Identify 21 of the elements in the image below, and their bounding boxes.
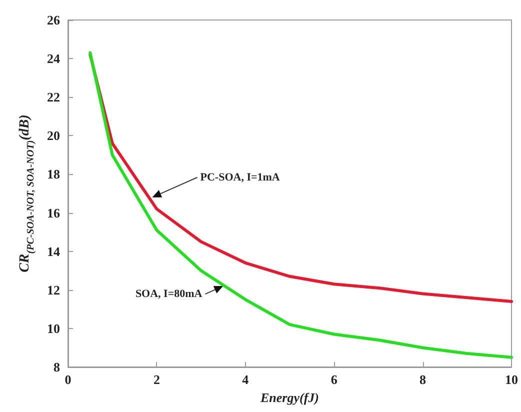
y-tick-label: 24 <box>47 51 60 66</box>
x-tick-label: 10 <box>505 372 518 387</box>
y-tick-label: 20 <box>47 128 60 144</box>
x-axis-title: Energy(fJ) <box>260 390 319 405</box>
y-axis-title: CR(PC-SOA-NOT, SOA-NOT)(dB) <box>18 114 36 272</box>
y-tick-label: 22 <box>47 90 60 105</box>
x-tick-label: 2 <box>153 372 160 387</box>
annotation: PC-SOA, I=1mA <box>200 171 280 184</box>
y-tick-label: 26 <box>47 12 60 28</box>
y-tick-label: 18 <box>47 166 60 182</box>
annotation: SOA, I=80mA <box>135 288 202 300</box>
x-tick-label: 4 <box>242 372 250 387</box>
y-tick-label: 10 <box>47 320 60 336</box>
x-tick-label: 8 <box>420 372 427 387</box>
x-tick-label: 6 <box>330 372 338 387</box>
x-tick-label: 0 <box>64 372 72 387</box>
line-series <box>88 51 513 359</box>
y-tick-label: 12 <box>47 282 60 298</box>
y-tick-label: 16 <box>47 205 60 220</box>
y-tick-label: 14 <box>47 244 60 259</box>
y-tick-label: 8 <box>54 360 60 374</box>
